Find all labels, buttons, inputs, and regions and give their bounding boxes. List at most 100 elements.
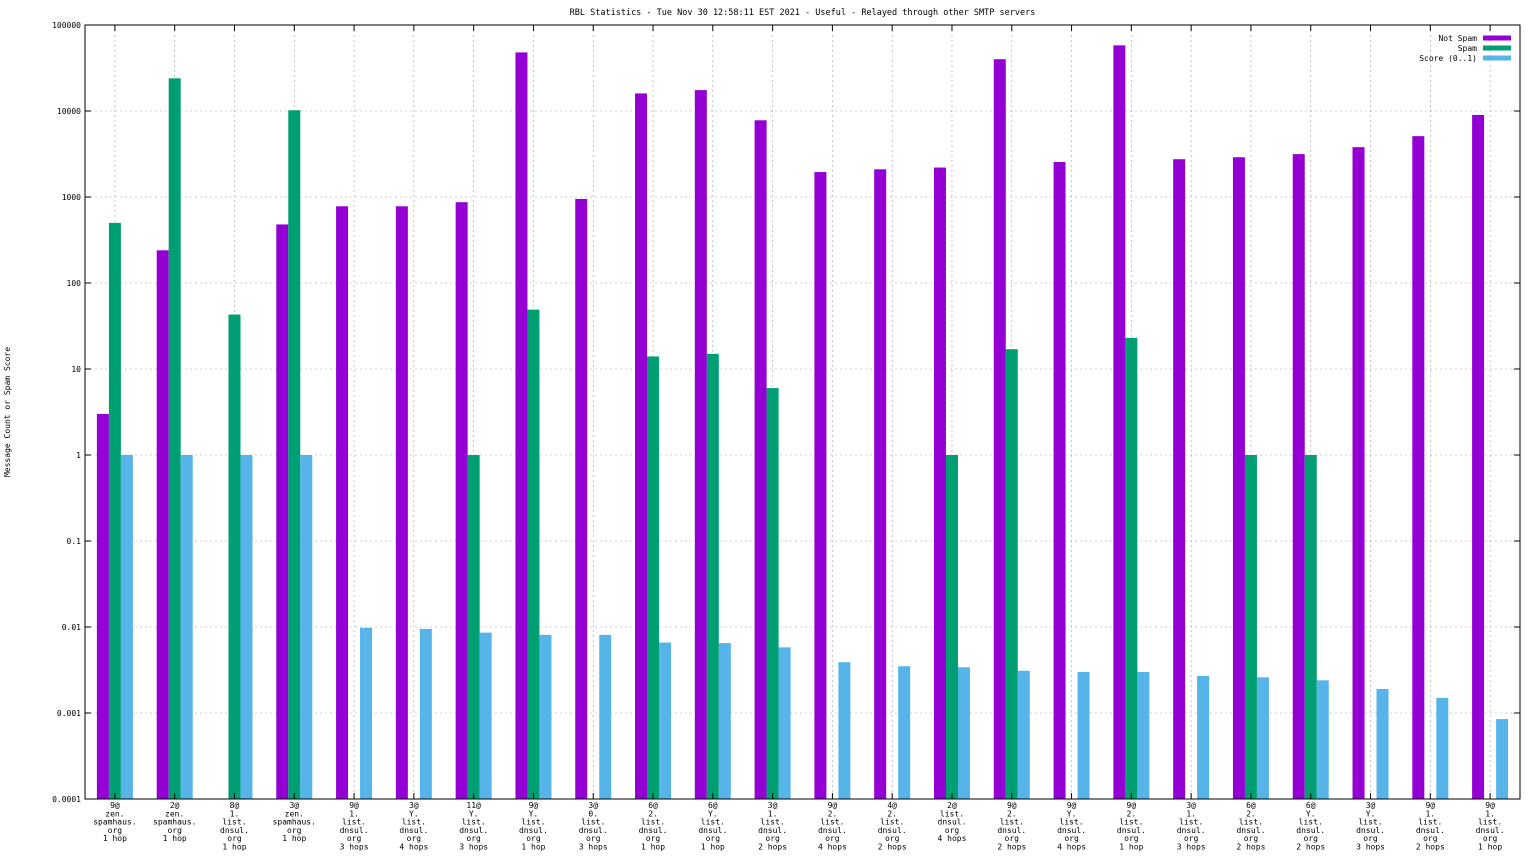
x-tick-label-line: 3@ [588, 801, 598, 810]
bar-score-0-1 [240, 455, 253, 799]
x-tick-label-line: 3@ [1366, 801, 1376, 810]
x-tick-label-line: 1. [1425, 809, 1435, 818]
x-tick-label-line: 6@ [1306, 801, 1316, 810]
x-tick-label-line: 2. [887, 809, 897, 818]
bar-score-0-1 [1496, 719, 1509, 799]
x-tick-label-line: dnsul. [1236, 826, 1265, 835]
x-tick-label-line: 1 hop [163, 834, 187, 843]
x-tick-label-line: dnsul. [878, 826, 907, 835]
bar-not-spam [933, 167, 946, 800]
x-tick-label-line: dnsul. [1057, 826, 1086, 835]
x-tick-label-line: org [1304, 834, 1319, 843]
x-tick-label: 8@ 1. list. dnsul. org 1 hop [220, 801, 249, 852]
x-tick-label-line: org [1483, 834, 1498, 843]
x-tick-label-line: org [287, 826, 302, 835]
x-tick-label: 9@ zen. spamhaus. org 1 hop [93, 801, 136, 843]
y-tick-label: 0.0001 [52, 795, 81, 804]
legend-swatch [1483, 35, 1511, 41]
x-tick-label-line: org [1423, 834, 1438, 843]
x-tick-label-line: dnsul. [698, 826, 727, 835]
x-tick-label-line: 2 hops [1296, 843, 1325, 852]
x-tick-label-line: 3 hops [459, 843, 488, 852]
bar-score-0-1 [659, 642, 672, 799]
bar-not-spam [1412, 136, 1425, 799]
bar-spam [1125, 337, 1138, 799]
bar-spam [1244, 455, 1257, 799]
y-tick-label: 1 [76, 451, 81, 460]
x-tick-label: 2@ list. dnsul. org 4 hops [938, 801, 967, 843]
x-tick-label-line: list. [940, 809, 964, 818]
chart-title: RBL Statistics - Tue Nov 30 12:58:11 EST… [570, 8, 1036, 18]
x-tick-label-line: 8@ [230, 801, 240, 810]
x-tick-label-line: 3@ [1186, 801, 1196, 810]
x-tick-label-line: 9@ [828, 801, 838, 810]
x-tick-label-line: zen. [105, 809, 124, 818]
bar-not-spam [694, 90, 707, 799]
x-tick-label-line: org [1184, 834, 1199, 843]
bar-score-0-1 [479, 632, 492, 799]
x-tick-label-line: spamhaus. [273, 818, 316, 827]
x-tick-label: 4@ 2. list. dnsul. org 2 hops [878, 801, 907, 852]
x-tick-label-line: 3@ [289, 801, 299, 810]
x-tick-label-line: 4 hops [818, 843, 847, 852]
x-tick-label-line: 2. [1127, 809, 1137, 818]
x-tick-label-line: org [108, 826, 123, 835]
x-tick-label-line: 1. [1485, 809, 1495, 818]
bar-score-0-1 [718, 643, 731, 799]
x-tick-label-line: 2@ [947, 801, 957, 810]
x-tick-label-line: dnsul. [519, 826, 548, 835]
x-tick-label: 6@ 2. list. dnsul. org 1 hop [639, 801, 668, 852]
legend-swatch [1483, 55, 1511, 61]
x-tick-label-line: 9@ [529, 801, 539, 810]
bar-score-0-1 [1137, 671, 1150, 799]
x-tick-label-line: Y. [409, 809, 419, 818]
bar-not-spam [635, 93, 648, 799]
x-tick-label-line: 3@ [768, 801, 778, 810]
y-axis-label: Message Count or Spam Score [3, 347, 12, 477]
x-tick-label: 9@ Y. list. dnsul. org 4 hops [1057, 801, 1086, 852]
bar-spam [108, 222, 121, 800]
x-tick-label-line: list. [820, 818, 844, 827]
x-tick-label-line: org [227, 834, 242, 843]
x-tick-label-line: dnsul. [220, 826, 249, 835]
x-tick-label-line: 6@ [1246, 801, 1256, 810]
x-tick-label-line: 2@ [170, 801, 180, 810]
bar-spam [228, 314, 241, 799]
y-tick-label: 0.001 [57, 709, 81, 718]
bar-score-0-1 [838, 662, 851, 799]
bar-score-0-1 [180, 455, 193, 799]
x-tick-label-line: 2. [828, 809, 838, 818]
x-tick-label-line: 1 hop [521, 843, 545, 852]
legend-swatch [1483, 45, 1511, 51]
x-tick-label-line: org [526, 834, 541, 843]
bar-spam [706, 353, 719, 799]
x-tick-label-line: 2. [1007, 809, 1017, 818]
x-tick-label-line: dnsul. [818, 826, 847, 835]
x-tick-label-line: 1 hop [641, 843, 665, 852]
y-axis-ticks: 0.0001 0.001 0.01 0.1 1 10 100 1000 10000 100000 [52, 21, 1520, 804]
x-tick-label-line: 9@ [1127, 801, 1137, 810]
x-tick-label: 3@ 0. list. dnsul. org 3 hops [579, 801, 608, 852]
bar-score-0-1 [539, 634, 552, 799]
x-tick-label-line: dnsul. [340, 826, 369, 835]
x-tick-label-line: org [407, 834, 422, 843]
bar-score-0-1 [300, 455, 313, 799]
y-tick-label: 0.01 [62, 623, 81, 632]
x-tick-label-line: 3 hops [1177, 843, 1206, 852]
bar-not-spam [1352, 147, 1365, 799]
bar-score-0-1 [1316, 680, 1329, 799]
x-tick-label-line: list. [581, 818, 605, 827]
legend-label: Not Spam [1438, 34, 1477, 43]
y-tick-label: 0.1 [67, 537, 82, 546]
bar-spam [766, 388, 779, 799]
x-tick-label-line: dnsul. [459, 826, 488, 835]
y-tick-label: 100000 [52, 21, 81, 30]
x-tick-label-line: 2 hops [1236, 843, 1265, 852]
bar-score-0-1 [360, 627, 373, 799]
bar-not-spam [874, 169, 887, 800]
x-tick-label-line: org [945, 826, 960, 835]
x-tick-label-line: 4 hops [1057, 843, 1086, 852]
bar-spam [467, 455, 480, 799]
x-tick-label-line: org [825, 834, 840, 843]
x-tick-label: 2@ zen. spamhaus. org 1 hop [153, 801, 196, 843]
